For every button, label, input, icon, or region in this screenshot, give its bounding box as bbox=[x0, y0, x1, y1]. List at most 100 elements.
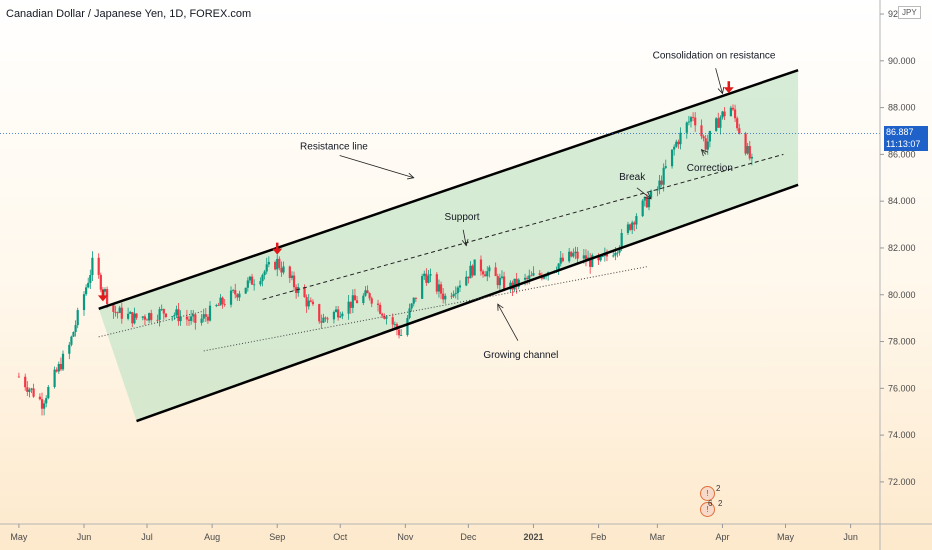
candle bbox=[162, 308, 165, 320]
candle-body bbox=[454, 293, 457, 295]
candle bbox=[733, 104, 737, 123]
candle-body bbox=[496, 276, 499, 286]
candle-body bbox=[677, 141, 680, 145]
candle bbox=[454, 286, 457, 299]
candle bbox=[471, 264, 474, 278]
candle bbox=[456, 285, 459, 300]
candle-body bbox=[116, 312, 119, 314]
candle-body bbox=[421, 276, 424, 299]
annotation-arrow bbox=[497, 303, 519, 341]
annotation-label: Break bbox=[619, 172, 646, 183]
candle-body bbox=[557, 263, 560, 271]
candle bbox=[106, 286, 109, 309]
candle bbox=[500, 270, 504, 280]
candle bbox=[351, 289, 354, 314]
candle bbox=[481, 269, 485, 278]
candle-body bbox=[397, 329, 401, 336]
candle-body bbox=[641, 200, 644, 217]
candle-body bbox=[658, 180, 661, 190]
candle-body bbox=[47, 386, 50, 399]
candle bbox=[719, 115, 722, 135]
candle bbox=[509, 280, 512, 292]
candle bbox=[381, 312, 384, 318]
candle bbox=[379, 302, 382, 315]
candle-body bbox=[679, 132, 682, 145]
candle bbox=[318, 303, 321, 324]
annotation-label: Growing channel bbox=[483, 350, 558, 361]
candle bbox=[250, 273, 254, 285]
candle-body bbox=[452, 294, 455, 297]
candle-body bbox=[412, 297, 415, 304]
annotation-arrowhead bbox=[717, 86, 725, 95]
candle bbox=[61, 350, 65, 372]
candle-body bbox=[528, 275, 531, 279]
candle bbox=[309, 297, 312, 303]
candle-body bbox=[429, 274, 432, 276]
candle-body bbox=[427, 275, 430, 283]
candle-body bbox=[597, 255, 600, 261]
candle-body bbox=[733, 109, 737, 119]
candle-body bbox=[702, 136, 705, 139]
x-tick-label: Nov bbox=[397, 532, 414, 542]
candle-body bbox=[704, 138, 707, 150]
candle-body bbox=[526, 277, 529, 279]
down-arrow-marker bbox=[723, 81, 734, 94]
candle bbox=[412, 297, 415, 307]
candle-body bbox=[118, 307, 121, 313]
x-tick-label: Apr bbox=[715, 532, 729, 542]
candle-body bbox=[633, 222, 636, 225]
annotation-arrow bbox=[715, 68, 723, 94]
candle-body bbox=[127, 313, 130, 319]
candle bbox=[355, 295, 359, 304]
candle bbox=[215, 303, 218, 308]
candle-body bbox=[280, 268, 283, 273]
candle bbox=[232, 288, 235, 294]
candle-body bbox=[471, 265, 474, 276]
candle-body bbox=[68, 344, 71, 354]
candle-body bbox=[143, 316, 147, 320]
candle-body bbox=[223, 304, 226, 305]
candle bbox=[17, 372, 21, 378]
candle-body bbox=[599, 256, 602, 261]
candle bbox=[192, 309, 195, 323]
down-arrow-marker bbox=[97, 289, 108, 302]
candle-body bbox=[292, 275, 296, 288]
candle-body bbox=[91, 257, 94, 276]
annotation-label: Consolidation on resistance bbox=[653, 50, 776, 61]
resistance-line bbox=[98, 68, 799, 310]
candle bbox=[442, 288, 445, 304]
candle-body bbox=[234, 290, 237, 295]
candle-body bbox=[494, 267, 497, 277]
candle-body bbox=[320, 321, 323, 323]
candle-body bbox=[748, 146, 751, 159]
candle bbox=[253, 279, 256, 291]
candle-body bbox=[204, 314, 207, 317]
candle-body bbox=[559, 257, 562, 264]
economic-event-icon[interactable]: ! bbox=[700, 486, 715, 501]
candle-body bbox=[221, 297, 224, 305]
candle bbox=[303, 284, 306, 298]
economic-event-icon[interactable]: ! bbox=[700, 502, 715, 517]
candle-body bbox=[574, 251, 577, 254]
candle bbox=[670, 149, 674, 169]
candle-body bbox=[538, 273, 541, 276]
event-count: 6 bbox=[708, 499, 713, 508]
candle-body bbox=[322, 317, 325, 323]
candle-body bbox=[717, 118, 720, 128]
candle-body bbox=[61, 353, 65, 370]
event-icons[interactable]: ! 2 ! 6 2 bbox=[700, 484, 726, 524]
candle bbox=[305, 294, 308, 313]
candle bbox=[141, 315, 144, 321]
x-tick-label: Dec bbox=[460, 532, 477, 542]
currency-badge[interactable]: JPY bbox=[898, 6, 921, 19]
candle-body bbox=[244, 287, 247, 294]
candle-body bbox=[311, 301, 315, 305]
candle bbox=[498, 273, 501, 291]
annotation-arrowhead bbox=[644, 192, 652, 200]
x-tick-label: Sep bbox=[269, 532, 285, 542]
x-tick-label: Jul bbox=[141, 532, 153, 542]
candle bbox=[194, 313, 197, 330]
candle-body bbox=[194, 314, 197, 323]
candle bbox=[574, 246, 577, 260]
